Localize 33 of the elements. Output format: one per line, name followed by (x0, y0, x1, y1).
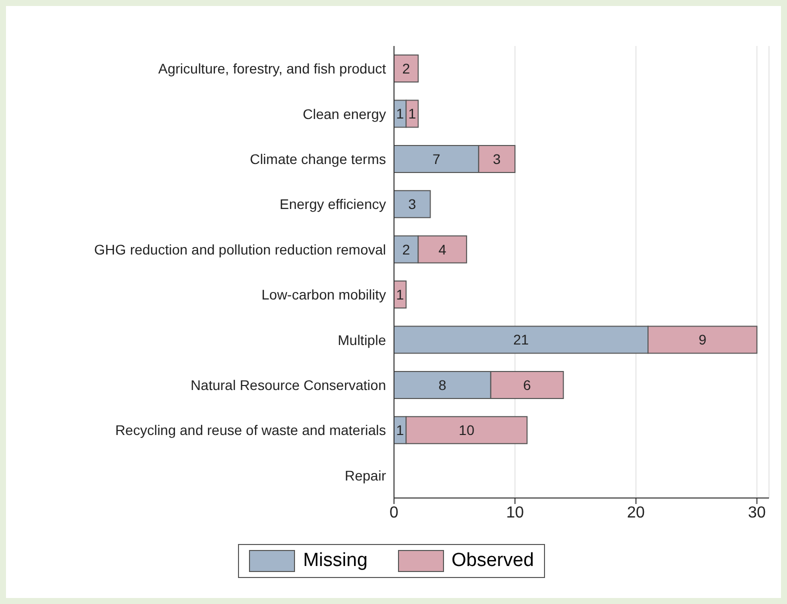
data-label: 2 (402, 60, 410, 77)
y-tick-label: Natural Resource Conservation (190, 376, 386, 393)
x-tick-label: 30 (748, 504, 766, 522)
legend-label: Missing (303, 550, 368, 572)
legend-label: Observed (452, 550, 534, 572)
data-label: 1 (396, 422, 404, 438)
data-label: 1 (408, 106, 416, 122)
data-label: 1 (396, 286, 404, 303)
data-label: 4 (438, 241, 446, 258)
data-label: 3 (408, 196, 416, 212)
y-tick-label: Recycling and reuse of waste and materials (115, 422, 386, 438)
data-label: 7 (432, 150, 440, 167)
y-tick-label: Clean energy (302, 106, 386, 122)
y-tick-label: Multiple (338, 332, 386, 348)
bar (394, 54, 419, 83)
y-tick-label: Low-carbon mobility (262, 286, 386, 303)
y-tick-label: Agriculture, forestry, and fish product (158, 60, 386, 77)
y-tick-label: Repair (344, 467, 386, 484)
data-label: 2 (402, 241, 410, 258)
data-label: 8 (438, 376, 446, 393)
y-tick-label: Energy efficiency (280, 196, 386, 212)
x-tick-label: 20 (627, 504, 645, 522)
data-label: 1 (396, 106, 404, 122)
bar (394, 190, 431, 218)
data-label: 3 (492, 150, 501, 167)
x-tick-label: 10 (506, 504, 524, 522)
data-label: 21 (513, 332, 530, 348)
y-tick-label: Climate change terms (250, 150, 386, 167)
data-label: 9 (698, 332, 707, 348)
y-tick-label: GHG reduction and pollution reduction removal (94, 241, 386, 258)
data-label: 10 (458, 422, 475, 438)
data-label: 6 (523, 376, 532, 393)
x-tick-label: 0 (390, 504, 399, 522)
